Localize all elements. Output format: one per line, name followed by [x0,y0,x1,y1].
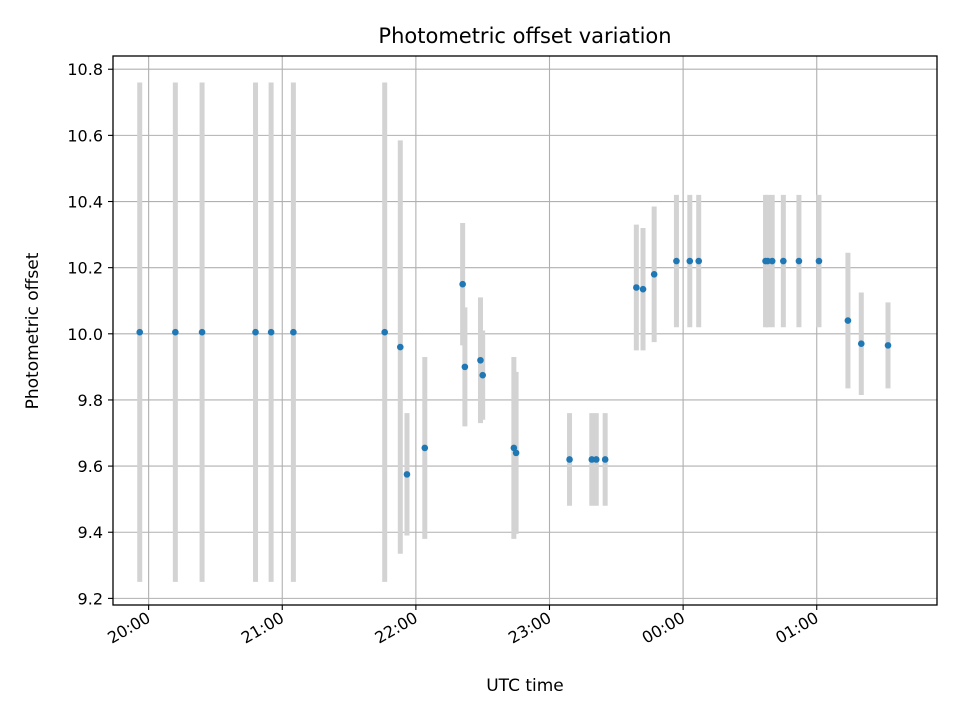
data-point [673,257,680,265]
x-tick-label: 23:00 [505,608,554,648]
y-tick-label: 10.4 [67,193,103,212]
y-tick-label: 9.2 [78,589,103,608]
data-point [198,328,206,336]
data-point [267,328,275,336]
y-tick-label: 9.8 [78,391,103,410]
data-point [884,342,892,349]
data-point [479,371,486,379]
x-tick-label: 01:00 [772,608,821,648]
data-point [290,328,297,336]
y-tick-label: 9.4 [78,523,103,542]
data-point [172,328,179,336]
x-tick-label: 21:00 [238,608,287,648]
data-point [768,257,776,265]
y-tick-label: 10.0 [67,325,103,344]
data-point [136,328,144,336]
y-tick-label: 9.6 [78,457,103,476]
x-axis-label: UTC time [486,676,564,696]
y-axis-label: Photometric offset [23,252,43,409]
data-point [815,257,823,265]
data-point [512,449,520,457]
data-point [601,456,609,463]
data-point [421,444,429,452]
data-point [461,363,469,371]
data-point [780,257,787,265]
data-point [639,285,647,293]
x-tick-label: 00:00 [639,608,688,648]
x-tick-label: 22:00 [371,608,420,648]
chart-title: Photometric offset variation [378,24,671,48]
x-tick-label: 20:00 [104,608,153,648]
data-point [795,257,803,265]
data-points [136,257,892,478]
grid-lines [113,56,937,605]
y-tick-label: 10.8 [67,60,103,79]
axis-ticks: 9.2 9.4 9.6 9.8 10.0 10.2 10.4 10.6 10.8 20:00 21:… [67,60,821,647]
data-point [695,257,703,265]
data-point [252,328,259,336]
data-point [686,257,694,265]
data-point [396,343,404,351]
y-tick-label: 10.2 [67,259,103,278]
data-point [650,270,658,278]
plot-area-frame [112,55,938,606]
data-point [844,317,852,324]
data-point [510,444,518,452]
data-point [459,280,466,288]
data-point [381,328,388,336]
data-point [477,356,484,364]
data-point [403,471,411,478]
data-point [566,456,573,463]
data-point [633,284,640,291]
error-bars [137,82,891,582]
y-tick-label: 10.6 [67,126,103,145]
data-point [857,340,865,348]
data-point [592,456,600,463]
